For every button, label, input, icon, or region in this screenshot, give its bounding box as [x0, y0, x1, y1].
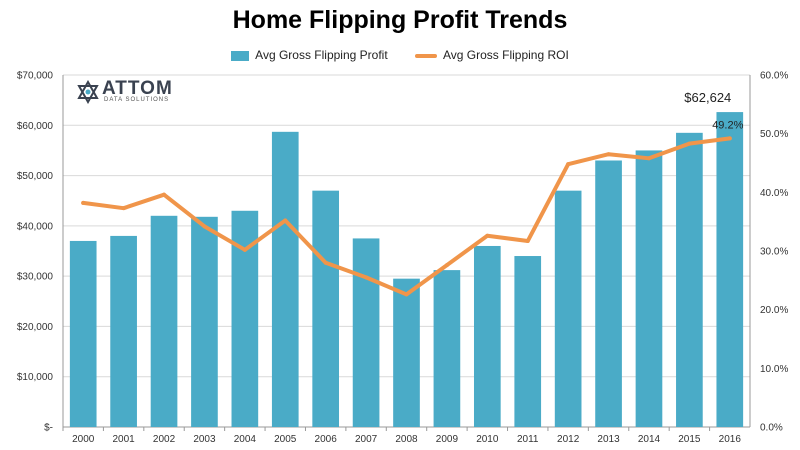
bar	[110, 235, 137, 427]
bar	[393, 278, 420, 427]
x-tick-label: 2000	[72, 434, 95, 445]
roi-point	[364, 275, 369, 280]
roi-point	[444, 263, 449, 268]
x-tick-label: 2016	[719, 434, 742, 445]
bar	[191, 216, 218, 427]
bar	[271, 131, 299, 427]
y-left-tick-label: $30,000	[17, 272, 54, 283]
y-left-tick-label: $70,000	[17, 71, 54, 82]
roi-point	[566, 162, 571, 167]
bar	[514, 256, 542, 427]
legend-swatch-line	[415, 53, 437, 58]
y-right-tick-label: 40.0%	[760, 188, 788, 199]
bar	[595, 160, 622, 427]
y-right-tick-label: 20.0%	[760, 305, 788, 316]
legend-swatch-bar	[231, 50, 250, 61]
bar	[635, 150, 663, 427]
x-tick-label: 2005	[274, 434, 297, 445]
logo-subtitle: DATA SOLUTIONS	[104, 97, 170, 103]
x-tick-label: 2003	[193, 434, 216, 445]
bar	[554, 190, 582, 427]
bar	[352, 238, 380, 427]
x-tick-label: 2011	[517, 434, 539, 445]
y-right-tick-label: 50.0%	[760, 129, 788, 140]
x-tick-label: 2010	[476, 434, 499, 445]
roi-point	[606, 152, 611, 157]
bar	[312, 190, 340, 427]
y-right-tick-label: 60.0%	[760, 71, 788, 82]
bar	[676, 132, 703, 428]
x-tick-label: 2006	[315, 434, 338, 445]
y-left-tick-label: $-	[44, 423, 53, 434]
x-tick-label: 2015	[678, 434, 701, 445]
roi-point	[525, 239, 530, 244]
roi-point	[404, 292, 409, 297]
roi-point	[485, 233, 490, 238]
y-right-tick-label: 30.0%	[760, 247, 788, 258]
y-right-tick-label: 10.0%	[760, 364, 788, 375]
annotation-profit: $62,624	[684, 90, 731, 105]
x-tick-label: 2012	[557, 434, 580, 445]
roi-point	[202, 224, 207, 229]
bar	[433, 270, 461, 427]
x-tick-label: 2004	[234, 434, 257, 445]
x-tick-label: 2008	[395, 434, 418, 445]
y-right-tick-label: 0.0%	[760, 423, 783, 434]
roi-point	[162, 192, 167, 197]
legend-item-roi: Avg Gross Flipping ROI	[415, 48, 569, 62]
roi-point	[283, 218, 288, 223]
x-tick-label: 2013	[597, 434, 620, 445]
legend-label-roi: Avg Gross Flipping ROI	[443, 47, 569, 62]
roi-point	[687, 141, 692, 146]
legend: Avg Gross Flipping Profit Avg Gross Flip…	[0, 47, 800, 62]
y-left-tick-label: $50,000	[17, 171, 54, 182]
roi-point	[242, 247, 247, 252]
x-tick-label: 2007	[355, 434, 378, 445]
roi-series-line	[81, 136, 732, 297]
annotation-roi: 49.2%	[712, 119, 743, 131]
x-tick-label: 2001	[112, 434, 135, 445]
chart-title: Home Flipping Profit Trends	[232, 6, 568, 34]
y-left-tick-label: $20,000	[17, 322, 54, 333]
roi-point	[121, 206, 126, 211]
legend-item-profit: Avg Gross Flipping Profit	[231, 48, 388, 62]
x-tick-label: 2002	[153, 434, 176, 445]
y-left-tick-label: $40,000	[17, 221, 54, 232]
bar	[473, 245, 501, 427]
bar	[69, 240, 97, 427]
logo-wordmark: ATTOM	[102, 78, 173, 99]
legend-label-profit: Avg Gross Flipping Profit	[255, 47, 388, 62]
y-left-tick-label: $60,000	[17, 121, 54, 132]
roi-point	[323, 260, 328, 265]
roi-point	[646, 156, 651, 161]
bar	[150, 215, 178, 427]
x-tick-label: 2014	[638, 434, 661, 445]
roi-point	[81, 200, 86, 205]
logo-star-icon	[77, 80, 99, 104]
roi-point	[727, 136, 732, 141]
y-left-tick-label: $10,000	[17, 372, 54, 383]
bar	[716, 112, 744, 427]
x-tick-label: 2009	[436, 434, 459, 445]
